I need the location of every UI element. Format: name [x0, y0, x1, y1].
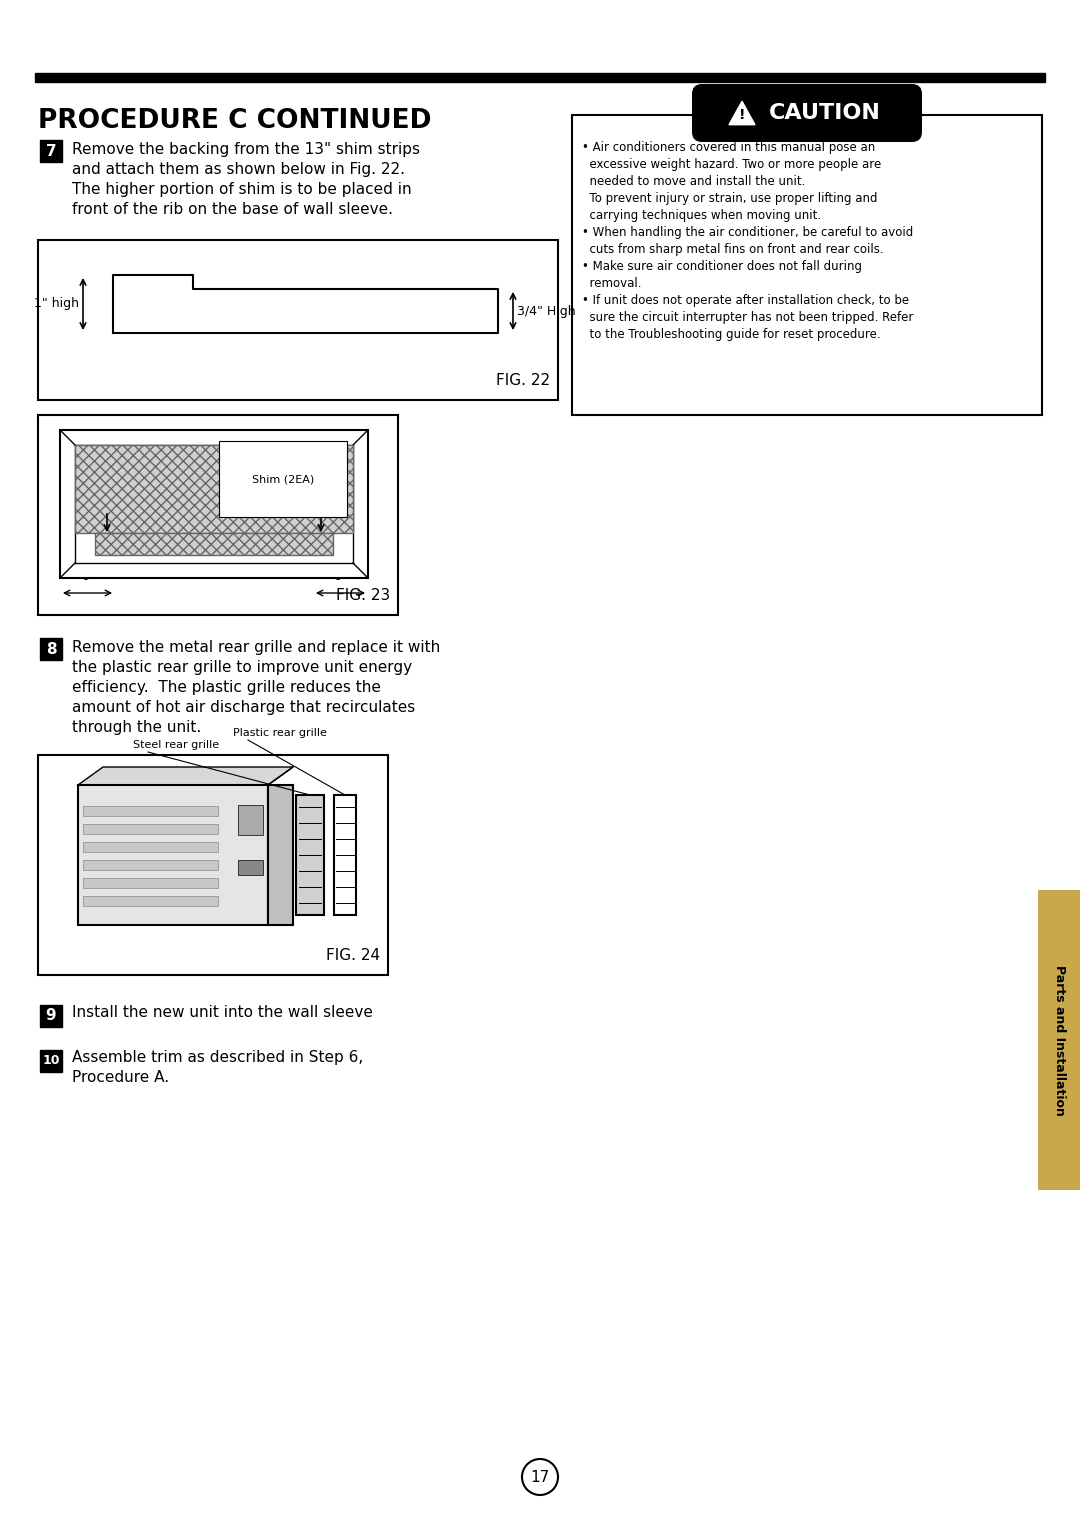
Text: 8: 8 [45, 641, 56, 656]
Text: FIG. 24: FIG. 24 [326, 948, 380, 963]
Text: the plastic rear grille to improve unit energy: the plastic rear grille to improve unit … [72, 659, 413, 674]
Text: sure the circuit interrupter has not been tripped. Refer: sure the circuit interrupter has not bee… [582, 311, 914, 324]
Bar [83, 823, 218, 834]
Text: 10: 10 [42, 1054, 59, 1068]
Text: • When handling the air conditioner, be careful to avoid: • When handling the air conditioner, be … [582, 226, 914, 238]
Bar [38, 755, 388, 975]
Text: amount of hot air discharge that recirculates: amount of hot air discharge that recircu… [72, 700, 415, 715]
Text: removal.: removal. [582, 276, 642, 290]
Text: front of the rib on the base of wall sleeve.: front of the rib on the base of wall sle… [72, 202, 393, 217]
Text: Plastic rear grille: Plastic rear grille [233, 728, 327, 738]
Text: and attach them as shown below in Fig. 22.: and attach them as shown below in Fig. 2… [72, 163, 405, 178]
Bar [35, 73, 1045, 82]
Bar [40, 140, 62, 163]
Text: • If unit does not operate after installation check, to be: • If unit does not operate after install… [582, 295, 909, 307]
Text: FIG. 23: FIG. 23 [336, 588, 390, 603]
Text: Steel rear grille: Steel rear grille [133, 740, 219, 750]
Text: 17: 17 [530, 1469, 550, 1484]
Bar [60, 430, 368, 579]
Text: !: ! [739, 108, 745, 122]
Bar [40, 1050, 62, 1072]
Text: 9: 9 [45, 1009, 56, 1024]
Text: carrying techniques when moving unit.: carrying techniques when moving unit. [582, 210, 821, 222]
Text: CAUTION: CAUTION [769, 103, 881, 123]
Text: The higher portion of shim is to be placed in: The higher portion of shim is to be plac… [72, 182, 411, 197]
Bar [83, 878, 218, 889]
Text: To prevent injury or strain, use proper lifting and: To prevent injury or strain, use proper … [582, 191, 877, 205]
Text: Assemble trim as described in Step 6,: Assemble trim as described in Step 6, [72, 1050, 363, 1065]
Text: cuts from sharp metal fins on front and rear coils.: cuts from sharp metal fins on front and … [582, 243, 883, 257]
Text: FIG. 22: FIG. 22 [496, 374, 550, 387]
Text: Parts and Installation: Parts and Installation [1053, 965, 1066, 1115]
Text: through the unit.: through the unit. [72, 720, 201, 735]
Bar [83, 807, 218, 816]
Bar [78, 785, 268, 925]
Bar [83, 860, 218, 870]
Text: 3/4" High: 3/4" High [517, 304, 576, 317]
Text: • Air conditioners covered in this manual pose an: • Air conditioners covered in this manua… [582, 141, 875, 153]
Text: Remove the metal rear grille and replace it with: Remove the metal rear grille and replace… [72, 639, 441, 655]
Bar [38, 415, 399, 615]
Text: Procedure A.: Procedure A. [72, 1069, 170, 1085]
Circle shape [522, 1460, 558, 1495]
Bar [40, 1006, 62, 1027]
Text: to the Troubleshooting guide for reset procedure.: to the Troubleshooting guide for reset p… [582, 328, 880, 340]
Text: needed to move and install the unit.: needed to move and install the unit. [582, 175, 806, 188]
Text: • Make sure air conditioner does not fall during: • Make sure air conditioner does not fal… [582, 260, 862, 273]
Text: Remove the backing from the 13" shim strips: Remove the backing from the 13" shim str… [72, 141, 420, 156]
Bar [83, 842, 218, 852]
Text: 6": 6" [81, 570, 94, 583]
Bar [95, 533, 333, 554]
Text: Shim (2EA): Shim (2EA) [252, 474, 314, 485]
Text: PROCEDURE C CONTINUED: PROCEDURE C CONTINUED [38, 108, 432, 134]
Text: 7: 7 [45, 143, 56, 158]
Text: excessive weight hazard. Two or more people are: excessive weight hazard. Two or more peo… [582, 158, 881, 172]
Bar [83, 896, 218, 905]
Bar [38, 240, 558, 399]
Bar [1038, 890, 1080, 1189]
Bar [40, 638, 62, 659]
Bar [238, 860, 264, 875]
FancyBboxPatch shape [692, 84, 922, 141]
Text: 6": 6" [334, 570, 348, 583]
Bar [75, 445, 353, 533]
Polygon shape [78, 767, 293, 785]
Bar [296, 794, 324, 914]
Bar [268, 785, 293, 925]
Polygon shape [729, 102, 755, 125]
Bar [334, 794, 356, 914]
Text: 1" high: 1" high [33, 298, 79, 310]
Bar [572, 115, 1042, 415]
Text: efficiency.  The plastic grille reduces the: efficiency. The plastic grille reduces t… [72, 681, 381, 696]
Text: Install the new unit into the wall sleeve: Install the new unit into the wall sleev… [72, 1006, 373, 1019]
Bar [238, 805, 264, 835]
